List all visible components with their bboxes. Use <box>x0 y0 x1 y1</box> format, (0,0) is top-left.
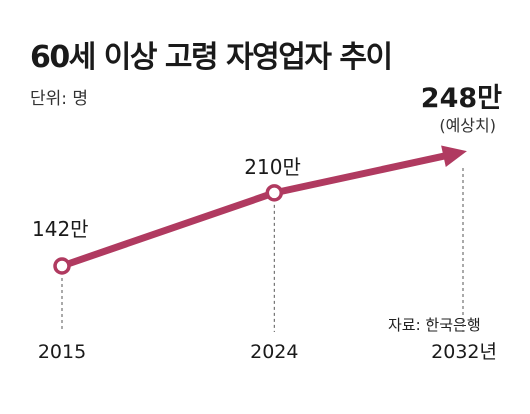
page-title: 60세 이상 고령 자영업자 추이 <box>30 40 393 75</box>
unit-label: 단위: 명 <box>30 89 89 109</box>
data-point <box>265 184 284 202</box>
series-arrowhead <box>441 145 467 167</box>
source-label: 자료: 한국은행 <box>388 316 481 334</box>
data-point <box>53 257 71 275</box>
value-label: 210만 <box>244 155 301 179</box>
value-label: 248만 <box>421 83 502 114</box>
x-tick-label: 2032년 <box>431 341 497 363</box>
x-tick-label: 2015 <box>38 341 86 363</box>
value-label: 142만 <box>32 217 89 241</box>
projection-note: (예상치) <box>439 116 496 135</box>
x-tick-label: 2024 <box>250 341 298 363</box>
